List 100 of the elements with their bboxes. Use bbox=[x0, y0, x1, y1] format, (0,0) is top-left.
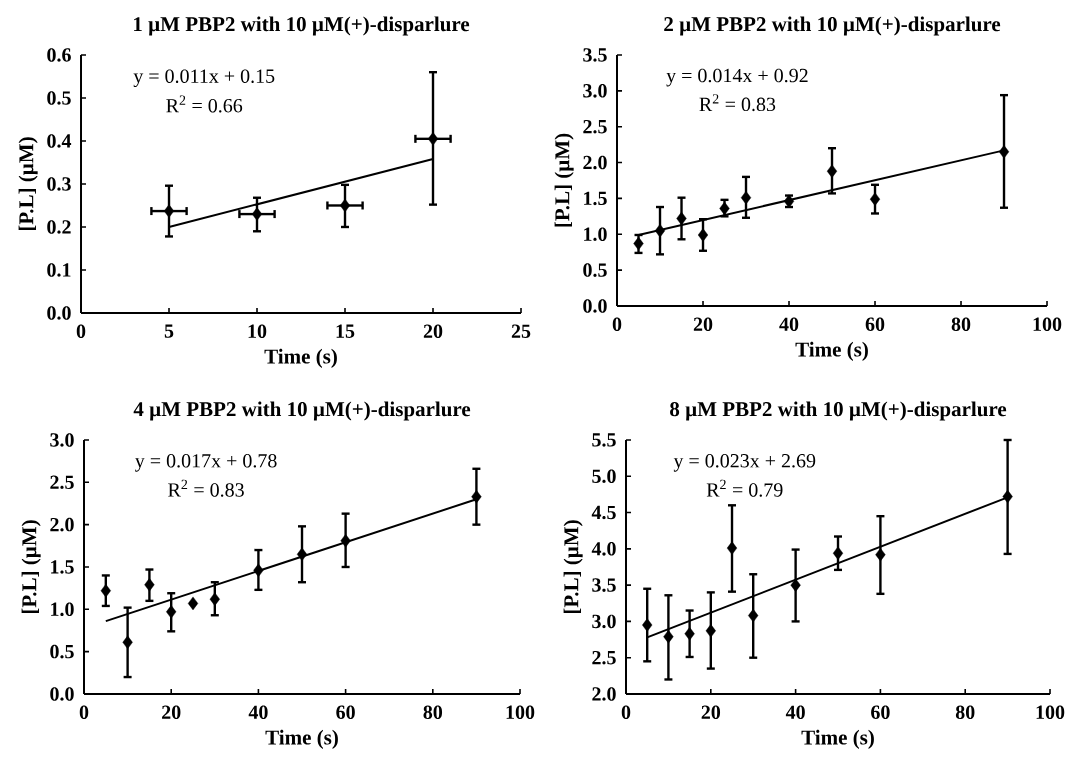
x-tick-label: 40 bbox=[785, 705, 805, 720]
x-tick-label: 60 bbox=[871, 705, 890, 720]
point bbox=[826, 164, 838, 178]
x-tick-label: 0 bbox=[612, 317, 622, 332]
point bbox=[1002, 489, 1013, 504]
y-tick-label: 0.5 bbox=[583, 263, 607, 277]
annotation: R$^{2}$ = 0.83 bbox=[168, 479, 244, 497]
x-tick-label: 20 bbox=[701, 705, 721, 720]
x-tick-label: 5 bbox=[164, 324, 174, 338]
point bbox=[790, 578, 801, 592]
y-tick-label: 0.5 bbox=[47, 91, 71, 105]
point bbox=[340, 534, 351, 548]
point bbox=[187, 596, 199, 611]
point bbox=[163, 204, 175, 218]
chart-title: 4 µM PBP2 with 10 µM(+)-disparlure bbox=[133, 401, 471, 421]
y-tick-label: 0.4 bbox=[47, 134, 72, 148]
point bbox=[471, 490, 482, 504]
x-axis-title: Time (s) bbox=[795, 341, 868, 361]
y-tick-label: 0.3 bbox=[47, 177, 71, 191]
y-tick-label: 2.0 bbox=[583, 155, 607, 170]
point bbox=[642, 618, 653, 632]
y-tick-label: 2.0 bbox=[50, 517, 74, 532]
y-tick-label: 0.2 bbox=[47, 220, 71, 234]
point bbox=[166, 605, 177, 619]
y-tick-label: 2.5 bbox=[592, 650, 616, 665]
chart-title: 8 µM PBP2 with 10 µM(+)-disparlure bbox=[670, 401, 1007, 421]
y-tick-label: 2.5 bbox=[583, 119, 607, 134]
x-tick-label: 80 bbox=[955, 705, 975, 720]
point bbox=[122, 635, 133, 650]
x-tick-label: 0 bbox=[79, 705, 89, 720]
x-tick-label: 60 bbox=[336, 705, 355, 720]
point bbox=[998, 145, 1010, 159]
x-tick-label: 15 bbox=[336, 324, 355, 338]
point bbox=[832, 546, 844, 560]
x-tick-label: 100 bbox=[506, 705, 535, 720]
point bbox=[869, 192, 881, 206]
y-axis-title: [P.L] (µM) bbox=[18, 137, 38, 231]
y-tick-label: 1.5 bbox=[51, 560, 74, 574]
point bbox=[253, 563, 264, 578]
x-axis-title: Time (s) bbox=[265, 729, 338, 749]
annotation: R$^{2}$ = 0.66 bbox=[166, 95, 243, 113]
x-tick-label: 40 bbox=[248, 705, 268, 720]
point bbox=[705, 624, 716, 638]
x-axis-title: Time (s) bbox=[801, 729, 874, 749]
y-tick-label: 3.0 bbox=[583, 84, 607, 98]
y-tick-label: 1.0 bbox=[51, 602, 74, 617]
y-tick-label: 1.0 bbox=[584, 227, 607, 242]
x-tick-label: 80 bbox=[423, 705, 443, 720]
x-tick-label: 20 bbox=[693, 317, 713, 332]
point bbox=[663, 629, 674, 644]
y-axis-title: [P.L] (µM) bbox=[21, 520, 41, 614]
x-tick-label: 60 bbox=[865, 317, 885, 332]
annotation: y = 0.023x + 2.69 bbox=[673, 454, 816, 472]
y-tick-label: 0.5 bbox=[50, 644, 74, 659]
x-tick-label: 10 bbox=[248, 324, 267, 339]
y-tick-label: 3.0 bbox=[50, 433, 74, 447]
y-tick-label: 2.0 bbox=[592, 687, 616, 701]
point bbox=[296, 547, 308, 561]
point bbox=[875, 547, 886, 562]
x-tick-label: 80 bbox=[951, 317, 971, 332]
x-tick-label: 40 bbox=[779, 317, 799, 332]
y-tick-label: 5.5 bbox=[592, 433, 616, 447]
y-axis-title: [P.L] (µM) bbox=[563, 520, 583, 614]
y-tick-label: 1.5 bbox=[584, 191, 607, 206]
point bbox=[251, 207, 263, 221]
x-axis-title: Time (s) bbox=[264, 348, 337, 368]
x-tick-label: 0 bbox=[621, 705, 631, 720]
point bbox=[339, 198, 351, 213]
point bbox=[740, 190, 752, 205]
point bbox=[427, 132, 439, 146]
y-axis-title: [P.L] (µM) bbox=[554, 133, 574, 227]
point bbox=[676, 211, 687, 226]
x-tick-label: 100 bbox=[1033, 317, 1062, 332]
point bbox=[144, 578, 155, 592]
point bbox=[209, 592, 220, 606]
point bbox=[726, 541, 738, 555]
annotation: y = 0.017x + 0.78 bbox=[135, 454, 277, 472]
y-tick-label: 5.0 bbox=[592, 469, 616, 484]
x-tick-label: 20 bbox=[423, 324, 443, 339]
y-tick-label: 4.5 bbox=[591, 505, 616, 520]
point bbox=[100, 583, 111, 598]
y-tick-label: 0.6 bbox=[47, 48, 71, 62]
annotation: y = 0.014x + 0.92 bbox=[666, 68, 808, 87]
point bbox=[654, 223, 666, 238]
chart-title: 2 µM PBP2 with 10 µM(+)-disparlure bbox=[664, 16, 1001, 36]
chart-title: 1 µM PBP2 with 10 µM(+)-disparlure bbox=[134, 16, 470, 36]
x-tick-label: 100 bbox=[1036, 705, 1065, 720]
y-tick-label: 3.0 bbox=[592, 614, 616, 629]
point bbox=[697, 228, 709, 242]
y-tick-label: 0.0 bbox=[583, 299, 607, 313]
x-tick-label: 20 bbox=[162, 705, 181, 720]
x-tick-label: 0 bbox=[76, 324, 86, 339]
y-tick-label: 2.5 bbox=[50, 475, 74, 490]
annotation: y = 0.011x + 0.15 bbox=[133, 69, 275, 88]
annotation: R$^{2}$ = 0.79 bbox=[706, 479, 783, 497]
point bbox=[684, 627, 695, 641]
y-tick-label: 0.0 bbox=[50, 687, 74, 701]
y-tick-label: 0.0 bbox=[47, 306, 71, 320]
x-tick-label: 25 bbox=[511, 324, 531, 338]
y-tick-label: 4.0 bbox=[591, 542, 616, 556]
